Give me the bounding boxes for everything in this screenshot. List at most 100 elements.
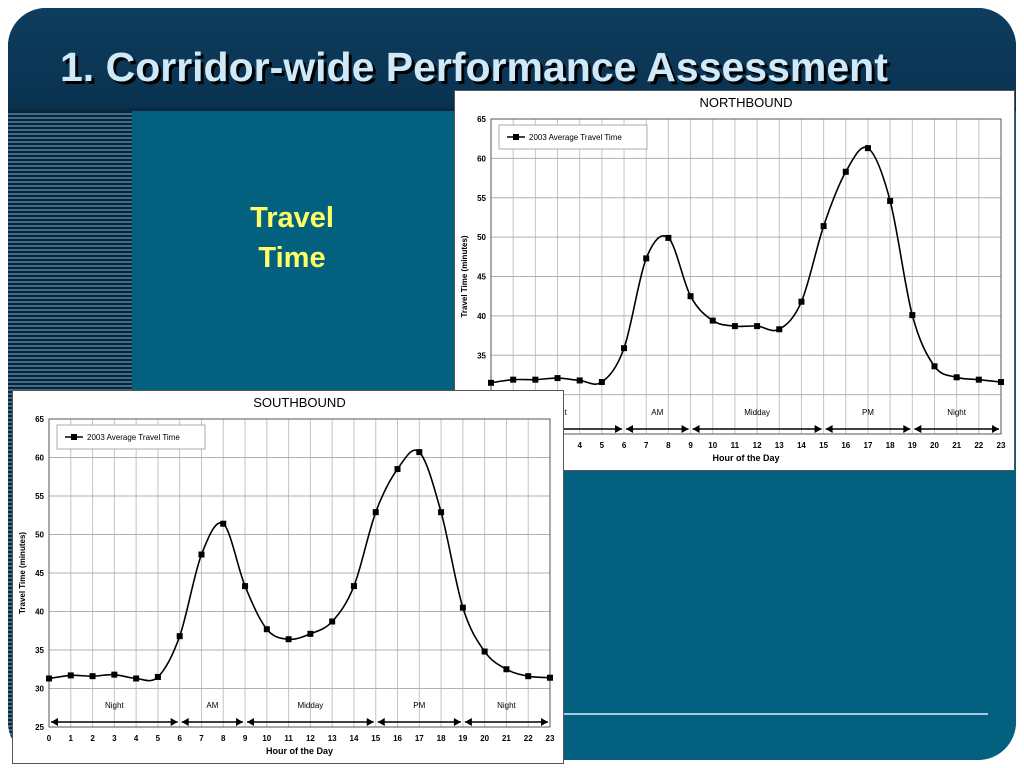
southbound-period-arrowhead-right (366, 718, 374, 726)
southbound-data-point (198, 551, 205, 558)
northbound-ytick-label: 50 (477, 233, 486, 242)
southbound-data-point (372, 509, 379, 516)
northbound-data-point (576, 377, 583, 384)
northbound-xtick-label: 11 (731, 441, 740, 450)
northbound-xtick-label: 4 (577, 441, 582, 450)
southbound-data-point (547, 674, 553, 681)
southbound-period-arrowhead-left (51, 718, 58, 726)
southbound-xtick-label: 19 (458, 734, 467, 743)
southbound-period-label: Night (105, 701, 124, 710)
northbound-data-point (731, 323, 738, 330)
southbound-period-arrowhead-right (170, 718, 178, 726)
northbound-period-label: PM (862, 408, 874, 417)
northbound-xtick-label: 18 (886, 441, 895, 450)
northbound-grid (490, 118, 1002, 435)
northbound-period-arrowhead-right (903, 425, 911, 433)
northbound-ytick-label: 55 (477, 194, 486, 203)
footer-divider (564, 713, 988, 715)
travel-time-label: Travel Time (232, 198, 352, 278)
southbound-period-arrowhead-right (453, 718, 461, 726)
northbound-xtick-label: 16 (841, 441, 850, 450)
southbound-ytick-label: 40 (35, 608, 44, 617)
northbound-period-arrowhead-left (626, 425, 634, 433)
southbound-xtick-label: 12 (306, 734, 315, 743)
northbound-xtick-label: 6 (622, 441, 627, 450)
northbound-data-point (931, 363, 938, 370)
northbound-data-point (621, 345, 628, 352)
northbound-period-arrowhead-right (814, 425, 822, 433)
southbound-period-label: Night (497, 701, 516, 710)
northbound-xtick-label: 14 (797, 441, 806, 450)
southbound-data-point (133, 675, 140, 682)
southbound-data-point (89, 673, 96, 680)
southbound-ytick-label: 45 (35, 569, 44, 578)
northbound-period-label: AM (651, 408, 663, 417)
northbound-xtick-label: 7 (644, 441, 649, 450)
northbound-data-point (864, 145, 871, 152)
northbound-data-point (975, 376, 982, 383)
northbound-period-label: Midday (744, 408, 770, 417)
southbound-legend-label: 2003 Average Travel Time (87, 433, 180, 442)
southbound-data-point (481, 648, 488, 655)
southbound-data-point (459, 604, 466, 611)
northbound-xtick-label: 21 (952, 441, 961, 450)
travel-label-line2: Time (258, 242, 326, 274)
northbound-ytick-label: 60 (477, 154, 486, 163)
northbound-data-point (798, 298, 805, 305)
northbound-svg: NORTHBOUND253035404550556065012345678910… (460, 95, 1006, 463)
northbound-data-point (776, 326, 783, 333)
northbound-data-point (953, 374, 960, 381)
northbound-xtick-label: 8 (666, 441, 671, 450)
southbound-xlabel: Hour of the Day (266, 746, 333, 756)
southbound-data-point (329, 618, 336, 625)
northbound-data-point (909, 312, 916, 319)
slide-title: 1. Corridor-wide Performance Assessment (60, 44, 888, 90)
southbound-xtick-label: 0 (47, 734, 52, 743)
southbound-plot-frame (48, 418, 551, 728)
southbound-period-arrowhead-left (377, 718, 385, 726)
northbound-period-arrowhead-left (825, 425, 833, 433)
southbound-xtick-label: 23 (546, 734, 555, 743)
southbound-period-label: AM (206, 701, 218, 710)
southbound-xtick-label: 20 (480, 734, 489, 743)
northbound-data-point (554, 375, 561, 382)
southbound-data-point (525, 673, 532, 680)
southbound-xtick-label: 7 (199, 734, 204, 743)
southbound-ytick-label: 30 (35, 685, 44, 694)
northbound-legend-label: 2003 Average Travel Time (529, 133, 622, 142)
southbound-data-point (285, 636, 292, 643)
southbound-legend-box (56, 424, 206, 450)
northbound-period-arrowhead-left (692, 425, 700, 433)
northbound-xtick-label: 17 (864, 441, 873, 450)
southbound-series-line (48, 449, 551, 682)
southbound-xtick-label: 2 (90, 734, 95, 743)
southbound-data-point (350, 583, 357, 590)
southbound-period-arrows (51, 718, 548, 726)
southbound-ytick-label: 25 (35, 723, 44, 732)
southbound-data-point (307, 630, 314, 637)
southbound-grid (48, 418, 551, 728)
northbound-ytick-label: 35 (477, 351, 486, 360)
northbound-title: NORTHBOUND (700, 95, 793, 110)
northbound-data-point (598, 379, 605, 386)
southbound-period-arrowhead-left (464, 718, 472, 726)
northbound-xlabel: Hour of the Day (712, 453, 779, 463)
northbound-ylabel: Travel Time (minutes) (460, 235, 469, 317)
northbound-period-label: Night (947, 408, 966, 417)
southbound-xtick-label: 14 (350, 734, 359, 743)
southbound-xtick-label: 18 (437, 734, 446, 743)
southbound-data-point (220, 520, 227, 527)
northbound-period-arrowhead-right (681, 425, 689, 433)
southbound-data-point (263, 626, 270, 633)
southbound-data-point (503, 666, 510, 673)
southbound-chart: SOUTHBOUND 25 30 35 40 45 50 55 60 65 0 1 2 3 4 5 6 7 8 9 10… (12, 390, 564, 764)
southbound-data-point (154, 673, 161, 680)
northbound-data-point (687, 293, 694, 300)
northbound-data-point (754, 323, 761, 330)
southbound-data-point (67, 672, 74, 679)
southbound-data-point (46, 675, 52, 682)
southbound-data-point (438, 509, 445, 516)
southbound-xtick-label: 15 (371, 734, 380, 743)
northbound-data-point (532, 376, 539, 383)
northbound-data-point (998, 379, 1004, 386)
